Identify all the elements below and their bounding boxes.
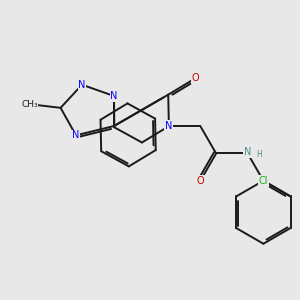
Text: CH₃: CH₃ bbox=[21, 100, 38, 109]
Text: N: N bbox=[72, 130, 80, 140]
Text: H: H bbox=[256, 150, 262, 159]
Text: O: O bbox=[196, 176, 204, 186]
Text: N: N bbox=[110, 91, 118, 101]
Text: N: N bbox=[78, 80, 86, 90]
Text: N: N bbox=[244, 147, 251, 157]
Text: N: N bbox=[165, 121, 172, 131]
Text: O: O bbox=[191, 74, 199, 83]
Text: Cl: Cl bbox=[259, 176, 268, 186]
